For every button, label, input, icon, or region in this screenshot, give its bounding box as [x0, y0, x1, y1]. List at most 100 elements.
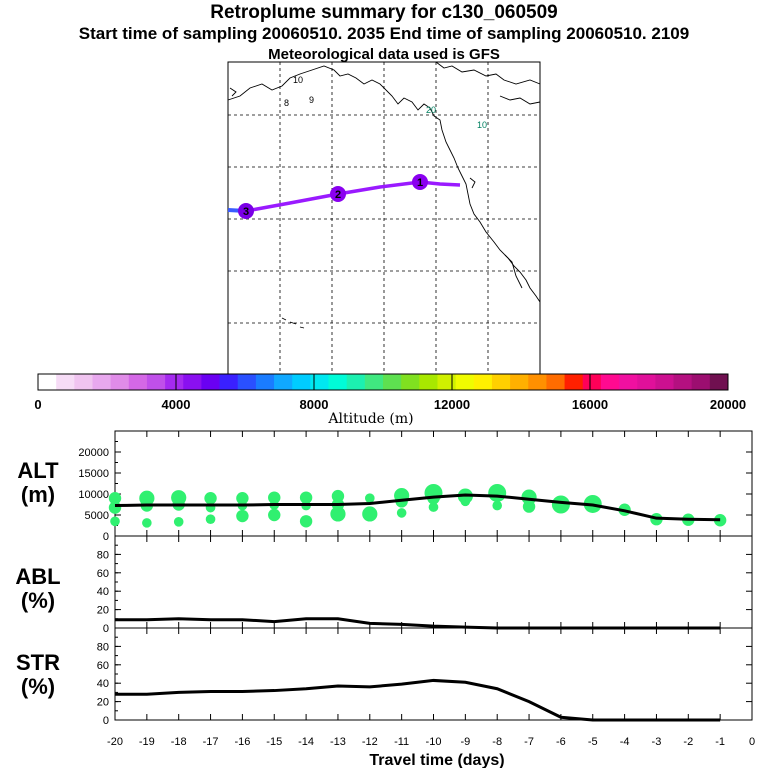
- x-tick-label: -20: [107, 736, 123, 748]
- alt-scatter-point: [488, 483, 507, 502]
- colorbar-swatch: [255, 374, 275, 390]
- colorbar-label: Altitude (m): [327, 411, 413, 427]
- alt-scatter-point: [236, 492, 249, 505]
- alt-scatter-point: [299, 491, 313, 504]
- trajectory: 1 2 3: [227, 174, 461, 219]
- alt-scatter-point: [492, 500, 503, 511]
- colorbar-swatch: [582, 374, 602, 390]
- plume-label: 10: [293, 75, 303, 85]
- plume-label: 20: [426, 105, 436, 115]
- colorbar-swatch: [346, 374, 366, 390]
- x-tick-label: 0: [749, 736, 755, 748]
- colorbar-swatch: [310, 374, 330, 390]
- colorbar-swatch: [655, 374, 675, 390]
- alt-scatter-point: [110, 516, 120, 527]
- y-tick-label: 5000: [85, 510, 109, 522]
- x-tick-label: -8: [492, 736, 502, 748]
- colorbar-swatch: [637, 374, 656, 390]
- colorbar-swatch: [528, 374, 547, 390]
- alt-scatter-point: [396, 508, 407, 518]
- alt-label: ALT: [17, 458, 59, 483]
- trajectory-day-label: 2: [335, 189, 341, 201]
- x-tick-label: -3: [652, 736, 662, 748]
- colorbar-swatch: [437, 374, 457, 390]
- x-tick-label: -4: [620, 736, 630, 748]
- alt-scatter-point: [460, 496, 471, 507]
- alt-panel: ALT(m) 0 5000 10000 15000 20000: [17, 430, 753, 543]
- colorbar-swatch: [473, 374, 493, 390]
- y-tick-label: 60: [97, 660, 109, 672]
- colorbar-swatch: [619, 374, 638, 390]
- alt-scatter-point: [522, 500, 536, 513]
- trajectory-map: 10 8 9 20 10 1 2 3: [227, 61, 541, 375]
- colorbar-swatch: [165, 374, 184, 390]
- chart-title: Retroplume summary for c130_060509: [210, 2, 558, 23]
- colorbar-swatch: [600, 374, 620, 390]
- map-gridlines: [228, 62, 540, 374]
- colorbar-tick-labels: 0 4000 8000 12000 16000 20000: [34, 397, 746, 412]
- x-tick-label: -1: [715, 736, 725, 748]
- x-tick-label: -7: [524, 736, 534, 748]
- y-tick-label: 80: [97, 549, 109, 561]
- coastlines: [227, 61, 541, 329]
- colorbar-swatch: [92, 374, 112, 390]
- alt-scatter-point: [205, 514, 216, 524]
- colorbar-tick-label: 12000: [434, 397, 470, 412]
- colorbar-swatch: [709, 374, 729, 390]
- y-tick-label: 0: [103, 623, 109, 635]
- alt-scatter-point: [173, 517, 184, 527]
- str-unit-label: (%): [21, 674, 55, 699]
- met-data-note: Meteorological data used is GFS: [268, 46, 500, 63]
- x-tick-label: -11: [394, 736, 409, 748]
- colorbar-swatch: [110, 374, 130, 390]
- trajectory-day-label: 3: [243, 206, 249, 218]
- colorbar-swatch: [56, 374, 75, 390]
- abl-line: [115, 617, 721, 630]
- y-tick-label: 40: [97, 586, 109, 598]
- colorbar-swatch: [183, 374, 202, 390]
- alt-scatter-point: [428, 502, 439, 512]
- alt-scatter-point: [236, 509, 249, 523]
- sampling-time: Start time of sampling 20060510. 2035 En…: [78, 24, 690, 43]
- altitude-colorbar: [37, 373, 729, 391]
- plume-labels: 10 8 9 20 10: [284, 75, 487, 130]
- trajectory-marker-day3: [238, 203, 254, 219]
- colorbar-swatch: [491, 374, 511, 390]
- x-tick-label: -14: [298, 736, 314, 748]
- x-tick-label: -19: [139, 736, 155, 748]
- alt-scatter-point: [330, 506, 346, 522]
- y-tick-label: 20: [97, 697, 109, 709]
- colorbar-swatch: [691, 374, 711, 390]
- trajectory-marker-day2: [330, 186, 346, 202]
- x-tick-label: -15: [266, 736, 282, 748]
- x-axis-label: Travel time (days): [369, 752, 504, 768]
- alt-scatter-point: [299, 515, 313, 528]
- colorbar-swatch: [292, 374, 311, 390]
- x-tick-label: -17: [203, 736, 219, 748]
- abl-label: ABL: [15, 564, 60, 589]
- colorbar-swatch: [237, 374, 257, 390]
- str-label: STR: [16, 650, 60, 675]
- colorbar-tick-label: 4000: [162, 397, 191, 412]
- trajectory-day-label: 1: [417, 177, 423, 189]
- x-tick-label: -6: [556, 736, 566, 748]
- colorbar-swatch: [455, 374, 475, 390]
- colorbar-swatch: [383, 374, 402, 390]
- alt-mean-line: [114, 493, 721, 522]
- alt-scatter-point: [362, 506, 378, 522]
- plume-label: 9: [309, 95, 314, 105]
- colorbar-swatch: [328, 374, 348, 390]
- trajectory-marker-day1: [412, 174, 428, 190]
- alt-scatter-point: [365, 493, 375, 504]
- colorbar-swatch: [274, 374, 293, 390]
- colorbar-swatch: [219, 374, 239, 390]
- colorbar-swatch: [74, 374, 93, 390]
- y-tick-label: 0: [103, 715, 109, 727]
- str-panel: STR(%) 0 20 40 60 80: [16, 627, 753, 727]
- alt-scatter-point: [204, 492, 217, 505]
- colorbar-tick-label: 0: [34, 397, 41, 412]
- alt-scatter-point: [713, 514, 727, 527]
- colorbar-swatch: [419, 374, 438, 390]
